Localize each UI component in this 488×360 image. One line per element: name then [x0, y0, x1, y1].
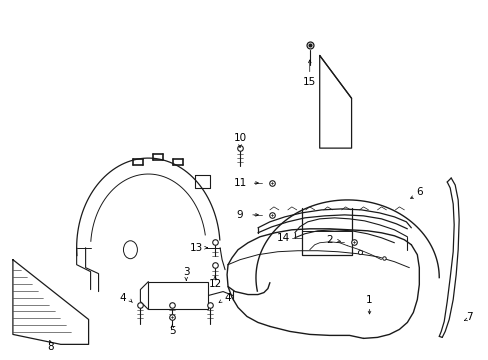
Text: 12: 12 [208, 279, 221, 289]
Text: 11: 11 [233, 178, 246, 188]
Text: 1: 1 [366, 294, 372, 305]
Ellipse shape [123, 241, 137, 259]
Text: 8: 8 [47, 342, 54, 352]
Text: 10: 10 [233, 133, 246, 143]
Text: 14: 14 [277, 233, 290, 243]
Text: 3: 3 [183, 267, 189, 276]
Text: 6: 6 [415, 187, 422, 197]
Text: 15: 15 [303, 77, 316, 87]
Text: 4: 4 [224, 293, 231, 302]
Text: 7: 7 [465, 312, 471, 323]
Text: 2: 2 [325, 235, 332, 245]
Text: 13: 13 [189, 243, 203, 253]
Bar [148, 282, 208, 310]
Text: 9: 9 [236, 210, 243, 220]
Polygon shape [13, 260, 88, 345]
Text: 4: 4 [119, 293, 125, 302]
Text: 5: 5 [169, 327, 175, 336]
